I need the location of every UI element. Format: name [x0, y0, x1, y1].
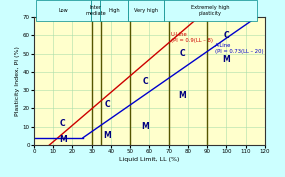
Text: U-Line
(PI = 0.9(LL – 8): U-Line (PI = 0.9(LL – 8) [170, 32, 213, 43]
Text: Inter
mediate: Inter mediate [85, 5, 106, 16]
Text: M: M [59, 135, 67, 144]
Text: M: M [142, 122, 149, 131]
Text: A-Line
(PI = 0.73(LL – 20): A-Line (PI = 0.73(LL – 20) [215, 43, 263, 54]
Text: C: C [179, 49, 185, 58]
Text: C: C [223, 31, 229, 40]
Text: Low: Low [58, 8, 68, 13]
Text: C: C [143, 76, 148, 85]
Text: M: M [222, 55, 230, 64]
X-axis label: Liquid Limit, LL (%): Liquid Limit, LL (%) [119, 157, 180, 162]
Y-axis label: Plasticity Index, PI (%): Plasticity Index, PI (%) [15, 46, 20, 116]
Text: M: M [178, 91, 186, 100]
Text: C: C [60, 119, 66, 128]
Text: Very high: Very high [134, 8, 158, 13]
Text: Extremely high
plasticity: Extremely high plasticity [191, 5, 230, 16]
Text: C: C [104, 100, 110, 109]
Text: High: High [108, 8, 120, 13]
Text: M: M [103, 131, 111, 140]
